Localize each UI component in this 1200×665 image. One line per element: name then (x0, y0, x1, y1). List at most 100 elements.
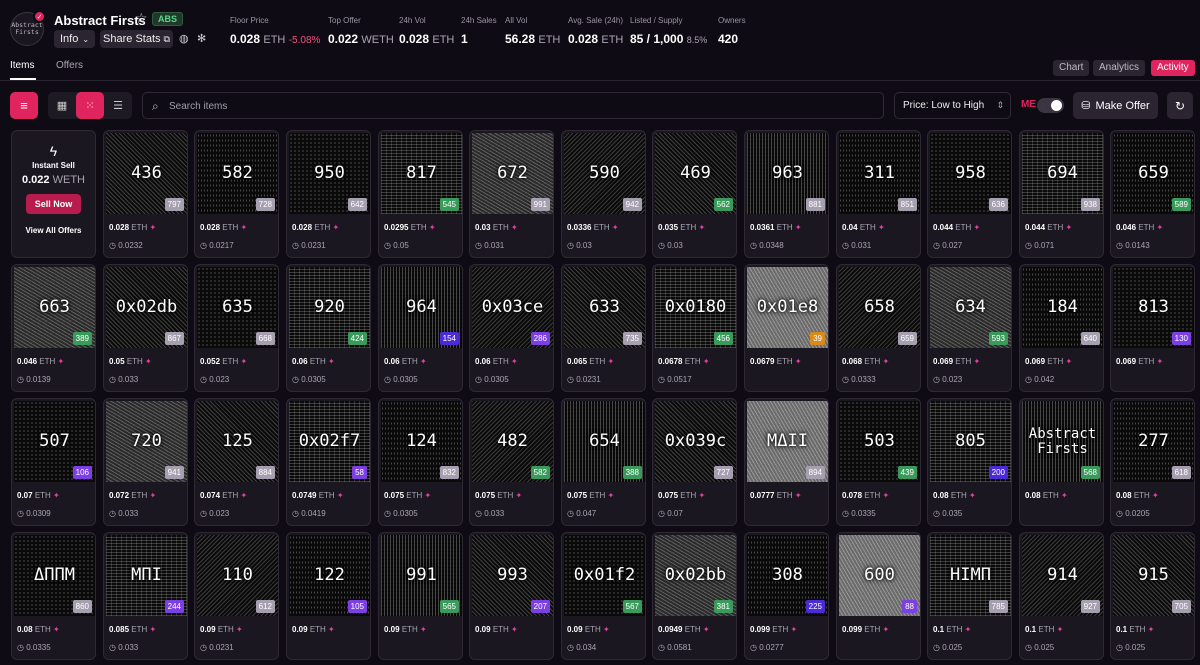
tab-chart[interactable]: Chart (1053, 60, 1090, 76)
sell-now-button[interactable]: Sell Now (26, 194, 81, 214)
share-stats-button[interactable]: Share Stats ⧉ (100, 30, 173, 48)
nft-card[interactable]: HIMΠ 785 0.1 ETH ✦ ◷ 0.025 (927, 532, 1012, 660)
nft-card[interactable]: 277 618 0.08 ETH ✦ ◷ 0.0205 (1110, 398, 1195, 526)
sort-select[interactable]: Price: Low to High ⇕ (894, 92, 1011, 119)
rarity-rank-badge: 867 (164, 332, 184, 345)
nft-card[interactable]: 915 705 0.1 ETH ✦ ◷ 0.025 (1110, 532, 1195, 660)
nft-card[interactable]: 0x02db 867 0.05 ETH ✦ ◷ 0.033 (103, 264, 188, 392)
search-input[interactable] (169, 97, 869, 115)
nft-card[interactable]: 914 927 0.1 ETH ✦ ◷ 0.025 (1019, 532, 1104, 660)
nft-card[interactable]: 635 668 0.052 ETH ✦ ◷ 0.023 (194, 264, 279, 392)
list-view-icon[interactable]: ☰ (113, 100, 123, 112)
nft-thumbnail: 590 942 (564, 133, 645, 214)
nft-card[interactable]: 817 545 0.0295 ETH ✦ ◷ 0.05 (378, 130, 463, 258)
stat-label: 24h Vol (399, 16, 426, 25)
price-unit: ETH (34, 625, 51, 634)
price-value: 0.0949 (658, 625, 683, 634)
star-icon[interactable]: ☆ (135, 10, 148, 26)
tab-items[interactable]: Items (10, 60, 35, 71)
nft-thumbnail: 0x01f2 567 (564, 535, 645, 616)
nft-card[interactable]: 0x0180 456 0.0678 ETH ✦ ◷ 0.0517 (652, 264, 737, 392)
nft-card[interactable]: 813 130 0.069 ETH ✦ (1110, 264, 1195, 392)
grid-large-icon[interactable]: ▦ (56, 100, 68, 112)
nft-card[interactable]: 720 941 0.072 ETH ✦ ◷ 0.033 (103, 398, 188, 526)
nft-card[interactable]: 0x039c 727 0.075 ETH ✦ ◷ 0.07 (652, 398, 737, 526)
nft-price: 0.09 ETH ✦ (200, 625, 243, 634)
info-button[interactable]: Info ⌄ (54, 30, 95, 48)
nft-card[interactable]: 993 207 0.09 ETH ✦ (469, 532, 554, 660)
nft-card[interactable]: 184 640 0.069 ETH ✦ ◷ 0.042 (1019, 264, 1104, 392)
nft-card[interactable]: 582 728 0.028 ETH ✦ ◷ 0.0217 (194, 130, 279, 258)
nft-card[interactable]: 805 200 0.08 ETH ✦ ◷ 0.035 (927, 398, 1012, 526)
rarity-rank-badge: 942 (622, 198, 642, 211)
nft-card[interactable]: 950 642 0.028 ETH ✦ ◷ 0.0231 (286, 130, 371, 258)
sparkle-icon: ✦ (238, 357, 248, 366)
nft-card[interactable]: MΔII 894 0.0777 ETH ✦ (744, 398, 829, 526)
globe-icon[interactable]: ◍ (179, 33, 189, 45)
last-sale-icon: ◷ (109, 241, 119, 250)
price-unit: ETH (1042, 491, 1059, 500)
tab-analytics[interactable]: Analytics (1093, 60, 1146, 76)
nft-card[interactable]: 311 851 0.04 ETH ✦ ◷ 0.031 (836, 130, 921, 258)
nft-card[interactable]: Abstract Firsts 568 0.08 ETH ✦ (1019, 398, 1104, 526)
nft-card[interactable]: MΠI 244 0.085 ETH ✦ ◷ 0.033 (103, 532, 188, 660)
nft-card[interactable]: 920 424 0.06 ETH ✦ ◷ 0.0305 (286, 264, 371, 392)
nft-card[interactable]: 659 589 0.046 ETH ✦ ◷ 0.0143 (1110, 130, 1195, 258)
nft-card[interactable]: 991 565 0.09 ETH ✦ (378, 532, 463, 660)
nft-card[interactable]: 0x02bb 381 0.0949 ETH ✦ ◷ 0.0581 (652, 532, 737, 660)
nft-card[interactable]: 110 612 0.09 ETH ✦ ◷ 0.0231 (194, 532, 279, 660)
nft-card[interactable]: 482 582 0.075 ETH ✦ ◷ 0.033 (469, 398, 554, 526)
nft-card[interactable]: 663 389 0.046 ETH ✦ ◷ 0.0139 (11, 264, 96, 392)
chevron-down-icon: ⌄ (82, 34, 90, 44)
nft-card[interactable]: 503 439 0.078 ETH ✦ ◷ 0.0335 (836, 398, 921, 526)
nft-card[interactable]: 634 593 0.069 ETH ✦ ◷ 0.023 (927, 264, 1012, 392)
nft-card[interactable]: 963 881 0.0361 ETH ✦ ◷ 0.0348 (744, 130, 829, 258)
tab-activity[interactable]: Activity (1151, 60, 1195, 76)
nft-card[interactable]: 308 225 0.099 ETH ✦ ◷ 0.0277 (744, 532, 829, 660)
rarity-rank-badge: 106 (72, 466, 92, 479)
nft-card[interactable]: 590 942 0.0336 ETH ✦ ◷ 0.03 (561, 130, 646, 258)
nft-card[interactable]: 658 659 0.068 ETH ✦ ◷ 0.0333 (836, 264, 921, 392)
nft-card[interactable]: 436 797 0.028 ETH ✦ ◷ 0.0232 (103, 130, 188, 258)
refresh-button[interactable]: ↻ (1167, 92, 1193, 119)
nft-card[interactable]: 124 832 0.075 ETH ✦ ◷ 0.0305 (378, 398, 463, 526)
view-all-offers-link[interactable]: View All Offers (25, 226, 82, 235)
nft-card[interactable]: 0x01e8 39 0.0679 ETH ✦ (744, 264, 829, 392)
nft-card[interactable]: ΔΠΠΜ 860 0.08 ETH ✦ ◷ 0.0335 (11, 532, 96, 660)
nft-card[interactable]: 694 938 0.044 ETH ✦ ◷ 0.071 (1019, 130, 1104, 258)
nft-card[interactable]: 0x03ce 286 0.06 ETH ✦ ◷ 0.0305 (469, 264, 554, 392)
sparkle-icon[interactable]: ✻ (197, 33, 207, 45)
nft-card[interactable]: 600 88 0.099 ETH ✦ (836, 532, 921, 660)
nft-card[interactable]: 0x02f7 58 0.0749 ETH ✦ ◷ 0.0419 (286, 398, 371, 526)
last-sale-icon: ◷ (933, 241, 943, 250)
tab-offers[interactable]: Offers (56, 60, 84, 71)
sparkle-icon: ✦ (1054, 625, 1064, 634)
nft-card[interactable]: 122 105 0.09 ETH ✦ (286, 532, 371, 660)
last-sale: ◷ 0.033 (109, 375, 138, 384)
nft-card[interactable]: 0x01f2 567 0.09 ETH ✦ ◷ 0.034 (561, 532, 646, 660)
rarity-rank-badge: 884 (255, 466, 275, 479)
nft-price: 0.072 ETH ✦ (109, 491, 156, 500)
nft-card[interactable]: 507 106 0.07 ETH ✦ ◷ 0.0309 (11, 398, 96, 526)
nft-card[interactable]: 654 388 0.075 ETH ✦ ◷ 0.047 (561, 398, 646, 526)
nft-card[interactable]: 469 562 0.035 ETH ✦ ◷ 0.03 (652, 130, 737, 258)
nft-card[interactable]: 672 991 0.03 ETH ✦ ◷ 0.031 (469, 130, 554, 258)
stat-unit: ETH (432, 34, 455, 46)
sparkle-icon: ✦ (792, 357, 802, 366)
nft-card[interactable]: 125 884 0.074 ETH ✦ ◷ 0.023 (194, 398, 279, 526)
last-sale-value: 0.03 (576, 241, 592, 250)
price-value: 0.06 (475, 357, 491, 366)
nft-name: 0x039c (664, 431, 727, 451)
nft-card[interactable]: 964 154 0.06 ETH ✦ ◷ 0.0305 (378, 264, 463, 392)
me-toggle[interactable] (1037, 98, 1064, 113)
rarity-rank-badge: 582 (530, 466, 550, 479)
last-sale-icon: ◷ (475, 375, 485, 384)
price-value: 0.0678 (658, 357, 683, 366)
nft-card[interactable]: 633 735 0.065 ETH ✦ ◷ 0.0231 (561, 264, 646, 392)
nft-thumbnail: 694 938 (1022, 133, 1103, 214)
make-offer-button[interactable]: ⛁ Make Offer (1073, 92, 1158, 119)
filter-button[interactable]: ≡ (10, 92, 38, 119)
price-unit: ETH (401, 357, 418, 366)
grid-small-icon[interactable]: ⁙ (76, 92, 104, 119)
nft-card[interactable]: 958 636 0.044 ETH ✦ ◷ 0.027 (927, 130, 1012, 258)
